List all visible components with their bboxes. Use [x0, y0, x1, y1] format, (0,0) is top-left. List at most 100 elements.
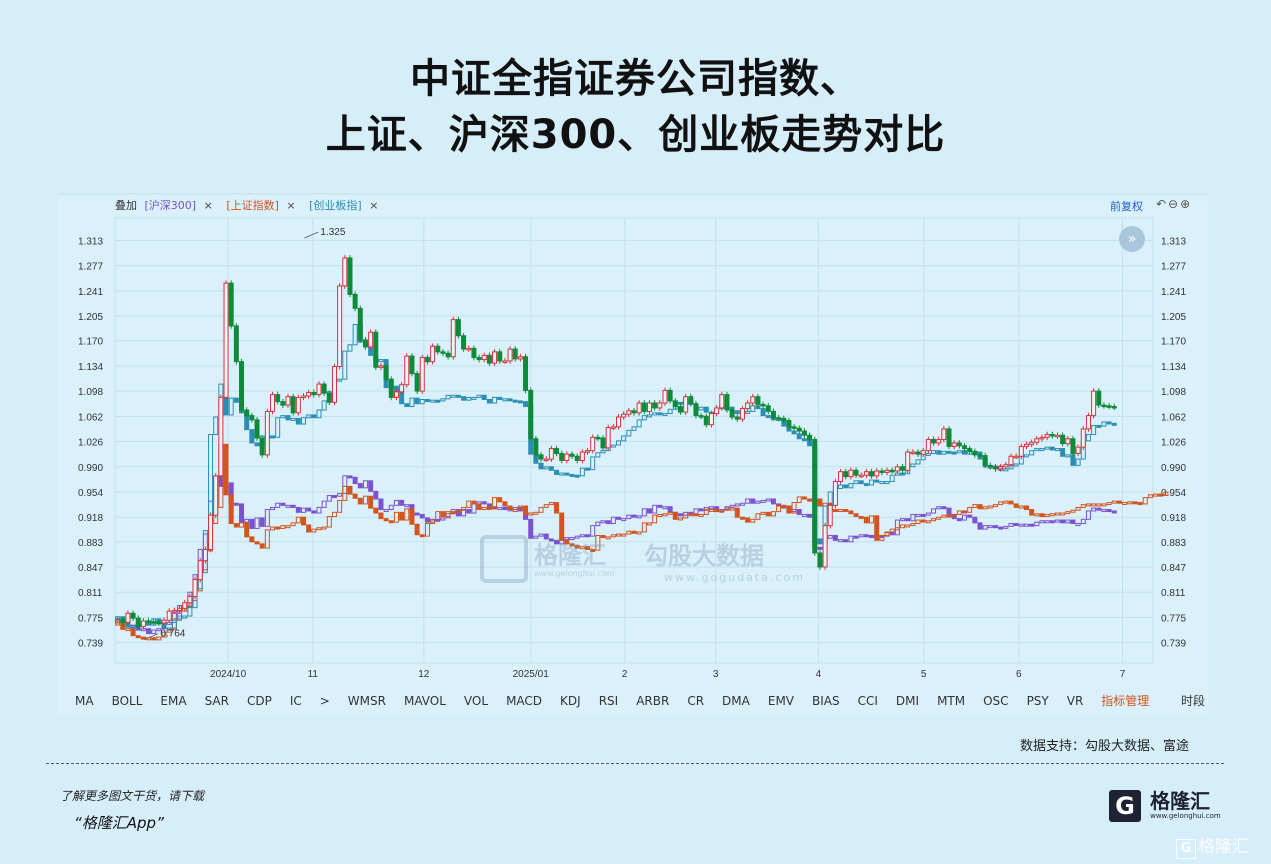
kline-chart[interactable]: 1.313 1.313 1.277 1.277 1.241 1.241 1.205 1.205… — [58, 193, 1208, 715]
period-tab[interactable]: 时段 — [1181, 694, 1206, 708]
candle — [574, 455, 580, 461]
series-point — [1096, 424, 1102, 428]
indicator-tab[interactable]: EMV — [767, 694, 795, 708]
series-point — [1070, 519, 1076, 525]
series-point — [610, 516, 616, 525]
series-point — [631, 530, 637, 534]
series-point — [646, 508, 652, 514]
indicator-tab[interactable]: ARBR — [636, 694, 670, 708]
series-point — [646, 414, 652, 418]
price-adjust-select[interactable]: 前复权 — [1110, 200, 1143, 213]
candle — [233, 325, 239, 363]
y-tick-label-left: 1.277 — [78, 262, 103, 273]
indicator-tab[interactable]: WMSR — [347, 694, 386, 708]
series-point — [471, 396, 477, 400]
indicator-tab[interactable]: VR — [1066, 694, 1084, 708]
candle — [962, 445, 968, 450]
indicator-tab[interactable]: IC — [289, 694, 302, 708]
y-tick-label-right: 0.739 — [1161, 639, 1186, 650]
remove-sh-icon[interactable]: × — [286, 199, 296, 212]
indicator-tab[interactable]: MAVOL — [403, 694, 446, 708]
series-point — [905, 524, 911, 528]
y-tick-label-left: 0.990 — [78, 463, 103, 474]
indicator-tab[interactable]: EMA — [160, 694, 187, 708]
series-point — [585, 546, 591, 550]
series-point — [992, 525, 998, 529]
series-point — [1085, 503, 1091, 507]
series-point — [295, 516, 301, 524]
series-point — [523, 505, 529, 515]
expand-icon[interactable]: » — [1119, 226, 1145, 252]
series-point — [430, 399, 436, 403]
candle — [543, 458, 549, 462]
series-point — [915, 459, 921, 465]
series-point — [368, 480, 374, 492]
indicator-tab[interactable]: BOLL — [111, 694, 143, 708]
candle — [404, 355, 410, 386]
series-point — [889, 528, 895, 533]
remove-cyb-icon[interactable]: × — [369, 199, 379, 212]
overlay-item-cyb[interactable]: [创业板指] — [309, 199, 362, 212]
candle — [585, 450, 591, 453]
series-point — [1091, 503, 1097, 507]
zoom-tools-icon[interactable]: ↶⊖⊕ — [1156, 197, 1193, 211]
indicator-tab[interactable]: VOL — [463, 694, 489, 708]
overlay-item-sh[interactable]: [上证指数] — [226, 199, 279, 212]
series-point — [714, 509, 720, 513]
indicator-tab[interactable]: OSC — [983, 694, 1009, 708]
series-point — [931, 508, 937, 514]
candle — [424, 356, 430, 363]
series-point — [724, 507, 730, 511]
overlay-item-hs300[interactable]: [沪深300] — [144, 199, 197, 212]
indicator-tab[interactable]: CDP — [246, 694, 272, 708]
series-point — [295, 417, 301, 425]
indicator-tab[interactable]: CR — [687, 694, 705, 708]
series-point — [569, 543, 575, 547]
indicator-tab[interactable]: BIAS — [812, 694, 840, 708]
series-point — [574, 535, 580, 539]
indicator-tab[interactable]: 指标管理 — [1101, 694, 1150, 708]
series-point — [1049, 513, 1055, 517]
indicator-tab[interactable]: SAR — [204, 694, 229, 708]
series-point — [538, 506, 544, 513]
indicator-tab[interactable]: DMA — [722, 694, 750, 708]
series-point — [564, 539, 570, 545]
series-point — [636, 531, 642, 535]
series-point — [1091, 507, 1097, 512]
series-point — [424, 523, 430, 537]
x-tick-label: 2025/01 — [513, 669, 550, 680]
indicator-tab[interactable]: CCI — [857, 694, 878, 708]
series-point — [1013, 503, 1019, 508]
series-point — [946, 514, 952, 518]
y-tick-label-right: 0.883 — [1161, 538, 1186, 549]
series-point — [554, 469, 560, 475]
indicator-tab[interactable]: KDJ — [560, 694, 581, 708]
remove-hs300-icon[interactable]: × — [203, 199, 213, 212]
series-point — [672, 511, 678, 520]
y-tick-label-left: 0.883 — [78, 538, 103, 549]
series-point — [626, 514, 632, 520]
series-point — [863, 516, 869, 524]
indicator-tab[interactable]: MTM — [937, 694, 966, 708]
overlay-bar: 叠加 [沪深300] × [上证指数] × [创业板指] × — [58, 197, 388, 213]
series-point — [166, 627, 172, 631]
indicator-tab[interactable]: DMI — [895, 694, 920, 708]
series-point — [869, 515, 875, 524]
indicator-tab[interactable]: MACD — [506, 694, 543, 708]
indicator-tab[interactable]: > — [319, 694, 330, 708]
candle — [517, 356, 523, 360]
series-point — [440, 398, 446, 402]
series-point — [239, 522, 245, 528]
indicator-tab[interactable]: RSI — [598, 694, 619, 708]
series-point — [481, 394, 487, 401]
main-candles — [115, 255, 1117, 630]
overlay-label: 叠加 — [115, 199, 137, 212]
series-point — [745, 517, 751, 523]
indicator-tab[interactable]: MA — [75, 694, 94, 708]
candle — [858, 474, 864, 478]
candle — [280, 401, 286, 406]
candle — [1054, 434, 1060, 438]
series-point — [1111, 510, 1117, 514]
indicator-tab[interactable]: PSY — [1026, 694, 1049, 708]
series-point — [677, 517, 683, 521]
